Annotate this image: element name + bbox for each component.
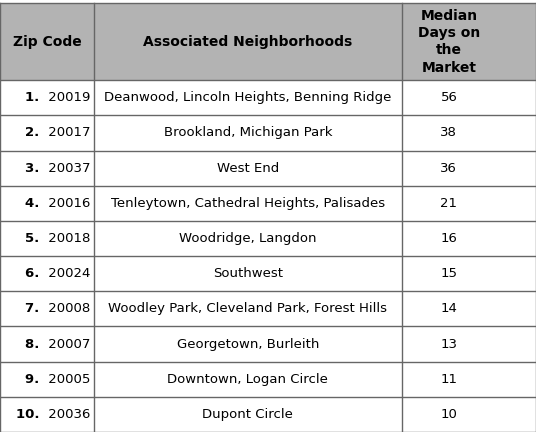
Text: 21: 21 <box>441 197 457 210</box>
Bar <box>0 291 536 327</box>
Text: 5.: 5. <box>25 232 44 245</box>
Text: 20016: 20016 <box>44 197 91 210</box>
Text: 9.: 9. <box>25 373 44 386</box>
Text: Downtown, Logan Circle: Downtown, Logan Circle <box>167 373 329 386</box>
Text: 10: 10 <box>441 408 457 421</box>
Text: 20037: 20037 <box>44 162 91 175</box>
Text: Woodridge, Langdon: Woodridge, Langdon <box>179 232 317 245</box>
Bar <box>0 186 536 221</box>
Text: 4.: 4. <box>25 197 44 210</box>
Text: Tenleytown, Cathedral Heights, Palisades: Tenleytown, Cathedral Heights, Palisades <box>111 197 385 210</box>
Text: 20007: 20007 <box>44 337 91 350</box>
Text: 1.: 1. <box>25 91 44 104</box>
Text: Southwest: Southwest <box>213 267 283 280</box>
Bar <box>0 327 536 362</box>
Text: Georgetown, Burleith: Georgetown, Burleith <box>177 337 319 350</box>
Text: 15: 15 <box>441 267 457 280</box>
Text: 16: 16 <box>441 232 457 245</box>
Text: 38: 38 <box>441 127 457 140</box>
Bar <box>0 3 536 80</box>
Text: 36: 36 <box>441 162 457 175</box>
Text: 2.: 2. <box>25 127 44 140</box>
Text: 13: 13 <box>441 337 457 350</box>
Text: 20024: 20024 <box>44 267 91 280</box>
Text: Dupont Circle: Dupont Circle <box>203 408 293 421</box>
Text: 7.: 7. <box>25 302 44 315</box>
Bar <box>0 80 536 115</box>
Bar <box>0 362 536 397</box>
Bar <box>0 256 536 291</box>
Text: 20005: 20005 <box>44 373 91 386</box>
Text: Brookland, Michigan Park: Brookland, Michigan Park <box>163 127 332 140</box>
Text: 56: 56 <box>441 91 457 104</box>
Text: 20019: 20019 <box>44 91 91 104</box>
Text: Zip Code: Zip Code <box>12 35 81 49</box>
Text: Median
Days on
the
Market: Median Days on the Market <box>418 9 480 75</box>
Text: West End: West End <box>217 162 279 175</box>
Bar <box>0 397 536 432</box>
Text: 20018: 20018 <box>44 232 91 245</box>
Text: 20017: 20017 <box>44 127 91 140</box>
Bar <box>0 151 536 186</box>
Text: Deanwood, Lincoln Heights, Benning Ridge: Deanwood, Lincoln Heights, Benning Ridge <box>104 91 392 104</box>
Text: 14: 14 <box>441 302 457 315</box>
Text: Associated Neighborhoods: Associated Neighborhoods <box>143 35 353 49</box>
Text: 10.: 10. <box>16 408 44 421</box>
Bar <box>0 115 536 151</box>
Bar <box>0 221 536 256</box>
Text: 6.: 6. <box>25 267 44 280</box>
Text: 3.: 3. <box>25 162 44 175</box>
Text: 20036: 20036 <box>44 408 91 421</box>
Text: 20008: 20008 <box>44 302 91 315</box>
Text: 11: 11 <box>441 373 457 386</box>
Text: 8.: 8. <box>25 337 44 350</box>
Text: Woodley Park, Cleveland Park, Forest Hills: Woodley Park, Cleveland Park, Forest Hil… <box>108 302 388 315</box>
